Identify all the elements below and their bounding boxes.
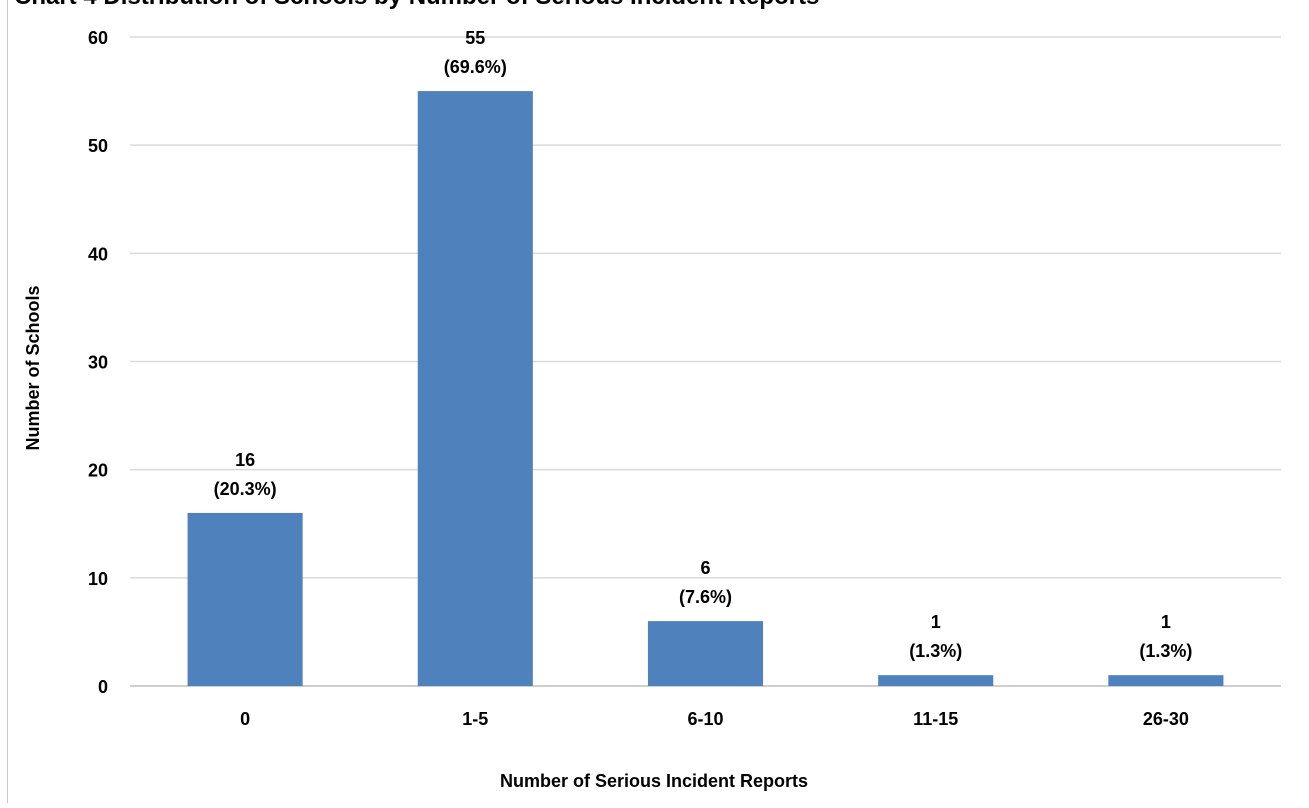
data-labels: 16 (20.3%) 55 (69.6%) 6 (7.6%) 1 (1.3%) 1 (1.3%)	[214, 28, 1193, 661]
data-label-value: 6	[700, 558, 710, 578]
x-axis-ticks: 0 1-5 6-10 11-15 26-30	[240, 709, 1189, 729]
bar	[1108, 675, 1224, 686]
y-tick-label: 30	[88, 353, 108, 373]
data-label-percent: (20.3%)	[214, 479, 277, 499]
data-label-value: 55	[465, 28, 485, 48]
data-label-value: 1	[931, 612, 941, 632]
y-tick-label: 60	[88, 28, 108, 48]
bar	[878, 675, 994, 686]
x-tick-label: 26-30	[1143, 709, 1189, 729]
y-tick-label: 40	[88, 244, 108, 264]
data-label-percent: (7.6%)	[679, 587, 732, 607]
data-label-percent: (1.3%)	[909, 641, 962, 661]
y-axis-title: Number of Schools	[23, 285, 43, 450]
y-tick-label: 50	[88, 136, 108, 156]
data-label-value: 16	[235, 450, 255, 470]
bars	[187, 91, 1224, 687]
bar	[417, 91, 533, 687]
data-label-value: 1	[1161, 612, 1171, 632]
x-tick-label: 6-10	[687, 709, 723, 729]
y-tick-label: 10	[88, 569, 108, 589]
y-tick-label: 0	[98, 677, 108, 697]
bar	[647, 621, 764, 686]
x-tick-label: 0	[240, 709, 250, 729]
y-tick-label: 20	[88, 461, 108, 481]
y-axis-ticks: 0 10 20 30 40 50 60	[88, 28, 108, 697]
x-axis-title: Number of Serious Incident Reports	[500, 771, 808, 791]
data-label-percent: (69.6%)	[444, 57, 507, 77]
data-label-percent: (1.3%)	[1139, 641, 1192, 661]
bar	[187, 512, 303, 686]
frame-left-border	[7, 0, 8, 803]
chart-title: Chart 4 Distribution of Schools by Numbe…	[14, 0, 819, 10]
x-tick-label: 1-5	[462, 709, 488, 729]
x-tick-label: 11-15	[913, 709, 958, 729]
gridlines	[130, 36, 1281, 687]
